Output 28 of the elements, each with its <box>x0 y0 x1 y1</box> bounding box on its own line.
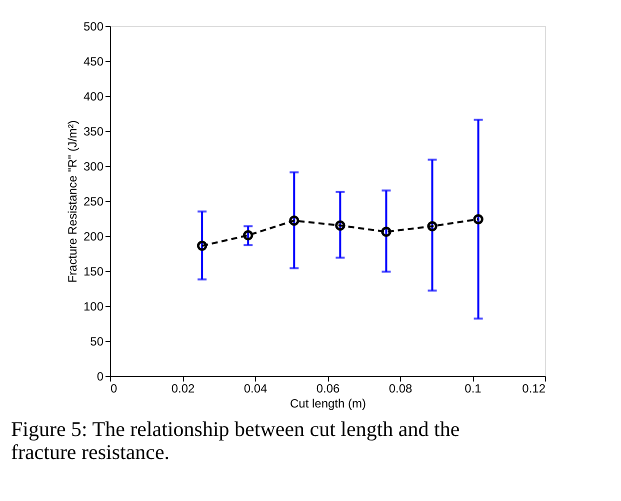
y-tick-label: 300 <box>83 160 104 174</box>
x-tick-label: 0.12 <box>522 382 546 396</box>
point <box>196 240 208 251</box>
x-tick-label: 0.1 <box>464 382 482 396</box>
point <box>427 221 438 232</box>
x-tick-label: 0.06 <box>316 382 340 396</box>
y-tick-label: 400 <box>83 90 104 104</box>
y-tick-label: 500 <box>83 20 104 34</box>
y-tick-label: 250 <box>83 194 104 208</box>
y-tick-label: 150 <box>83 264 104 278</box>
x-tick-label: 0.04 <box>244 382 268 396</box>
y-tick-label: 450 <box>83 54 104 68</box>
point <box>335 220 346 231</box>
point <box>473 214 484 224</box>
y-tick-label: 50 <box>90 334 104 348</box>
point <box>381 226 392 237</box>
x-axis-title: Cut length (m) <box>290 396 366 410</box>
y-tick-label: 200 <box>83 230 104 244</box>
caption: Figure 5: The relationship between cut length and the fracture resistance. <box>10 417 460 464</box>
x-tick-label: 0.02 <box>171 382 195 396</box>
y-tick-label: 100 <box>83 300 104 314</box>
y-tick-label: 350 <box>83 124 104 138</box>
x-tick-label: 0.08 <box>388 382 412 396</box>
x-tick-label: 0 <box>110 382 118 396</box>
y-axis-title: Fracture Resistance "R" (J/m²) <box>65 120 80 283</box>
point <box>289 215 300 226</box>
y-tick-label: 0 <box>96 370 104 384</box>
point <box>242 230 254 240</box>
